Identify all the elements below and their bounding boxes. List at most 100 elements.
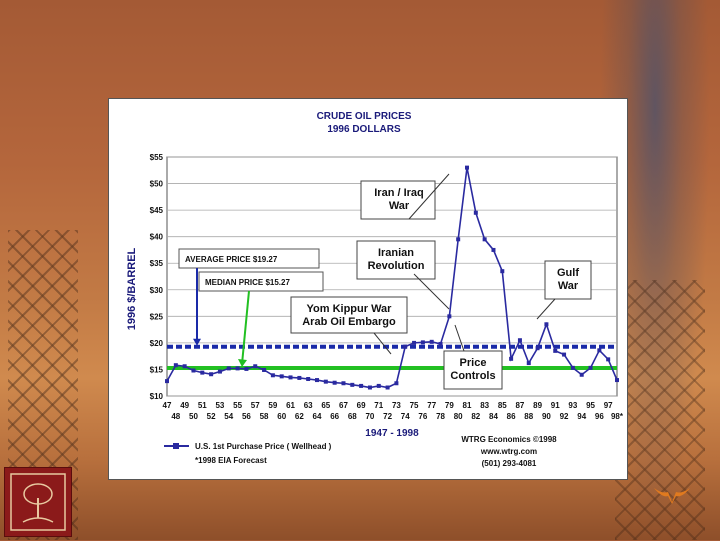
x-tick-label: 59 <box>268 401 277 410</box>
x-tick-label: 87 <box>515 401 524 410</box>
chart-panel: CRUDE OIL PRICES 1996 DOLLARS 1996 $/BAR… <box>108 98 628 480</box>
x-tick-label: 52 <box>207 412 216 421</box>
price-point <box>226 366 231 371</box>
price-point <box>367 385 372 390</box>
price-point <box>473 210 478 215</box>
legend: U.S. 1st Purchase Price ( Wellhead ) *19… <box>164 442 332 465</box>
price-point <box>447 314 452 319</box>
annotation-label: Arab Oil Embargo <box>302 316 396 328</box>
price-point <box>570 365 575 370</box>
y-tick-label: $35 <box>150 259 164 268</box>
price-point <box>191 368 196 373</box>
chart-subtitle: 1996 DOLLARS <box>327 124 401 135</box>
annotation-label: War <box>389 200 410 212</box>
x-tick-label: 85 <box>498 401 507 410</box>
x-tick-label: 95 <box>586 401 595 410</box>
price-point <box>279 374 284 379</box>
y-axis-label: 1996 $/BARREL <box>126 247 138 330</box>
price-point <box>412 340 417 345</box>
background-derrick-right <box>615 280 705 540</box>
x-tick-label: 89 <box>533 401 542 410</box>
x-tick-label: 70 <box>365 412 374 421</box>
price-point <box>165 379 169 384</box>
annotation-label: Revolution <box>368 260 425 272</box>
x-tick-label: 92 <box>560 412 569 421</box>
annotation-box <box>443 350 503 390</box>
price-point <box>332 380 337 385</box>
price-point <box>456 237 461 242</box>
price-point <box>244 366 249 371</box>
annotation-label: Controls <box>450 370 495 382</box>
price-point <box>376 383 381 388</box>
annotation-label: War <box>558 280 579 292</box>
price-point <box>306 377 311 382</box>
annotation-box <box>360 180 436 220</box>
x-tick-label: 86 <box>507 412 516 421</box>
x-tick-label: 90 <box>542 412 551 421</box>
x-tick-label: 66 <box>330 412 339 421</box>
price-point <box>526 361 531 366</box>
price-point <box>606 357 611 362</box>
price-point <box>579 372 584 377</box>
x-axis-label: 1947 - 1998 <box>365 428 419 439</box>
x-tick-label: 74 <box>401 412 410 421</box>
price-point <box>288 375 293 380</box>
price-point <box>200 370 205 375</box>
x-tick-label: 78 <box>436 412 445 421</box>
longhorn-logo <box>652 484 692 506</box>
price-point <box>350 382 355 387</box>
x-tick-label: 81 <box>463 401 472 410</box>
median-price-label-box <box>198 271 324 292</box>
price-point <box>315 378 319 383</box>
annotation-box <box>290 296 408 334</box>
median-price-arrow <box>241 290 250 365</box>
price-point <box>262 367 267 372</box>
x-tick-label: 53 <box>215 401 224 410</box>
annotation-label: Gulf <box>557 267 579 279</box>
x-tick-label: 68 <box>348 412 357 421</box>
price-point <box>209 372 214 377</box>
chart-title: CRUDE OIL PRICES <box>317 111 412 122</box>
price-point <box>297 375 302 380</box>
credits: WTRG Economics ©1998 www.wtrg.com (501) … <box>461 435 557 468</box>
x-tick-label: 64 <box>313 412 322 421</box>
x-tick-label: 71 <box>374 401 383 410</box>
plot-area: $10 $15 $20 $25 $30 $35 $40 $45 $50 $55 47 49 51 53 55… <box>150 153 624 421</box>
x-tick-label: 47 <box>163 401 172 410</box>
y-tick-label: $30 <box>150 286 164 295</box>
price-point <box>217 369 222 374</box>
x-tick-label: 88 <box>524 412 533 421</box>
price-point <box>323 379 328 384</box>
price-point <box>517 338 522 343</box>
price-point <box>553 348 558 353</box>
price-point <box>597 348 602 353</box>
y-tick-label: $50 <box>150 180 164 189</box>
price-point <box>420 340 425 345</box>
x-tick-label: 51 <box>198 401 207 410</box>
legend-label: U.S. 1st Purchase Price ( Wellhead ) <box>195 442 332 451</box>
price-point <box>491 247 496 252</box>
x-tick-label: 80 <box>454 412 463 421</box>
x-tick-label: 62 <box>295 412 304 421</box>
annotation-arrow <box>454 324 465 352</box>
price-point <box>182 364 187 369</box>
x-tick-label: 56 <box>242 412 251 421</box>
x-tick-label: 49 <box>180 401 189 410</box>
x-tick-label: 77 <box>427 401 436 410</box>
legend-marker <box>173 443 179 449</box>
price-point <box>615 378 619 383</box>
x-tick-label: 98* <box>611 412 624 421</box>
x-tick-label: 96 <box>595 412 604 421</box>
x-tick-label: 97 <box>604 401 613 410</box>
x-tick-label: 91 <box>551 401 560 410</box>
x-tick-label: 65 <box>321 401 330 410</box>
x-tick-label: 48 <box>171 412 180 421</box>
price-point <box>385 385 390 390</box>
price-point <box>482 237 487 242</box>
y-tick-label: $10 <box>150 392 164 401</box>
average-price-label-box <box>178 248 320 269</box>
x-tick-label: 83 <box>480 401 489 410</box>
x-tick-label: 54 <box>224 412 233 421</box>
x-tick-label: 79 <box>445 401 454 410</box>
credit-line-1: WTRG Economics ©1998 <box>461 435 557 444</box>
